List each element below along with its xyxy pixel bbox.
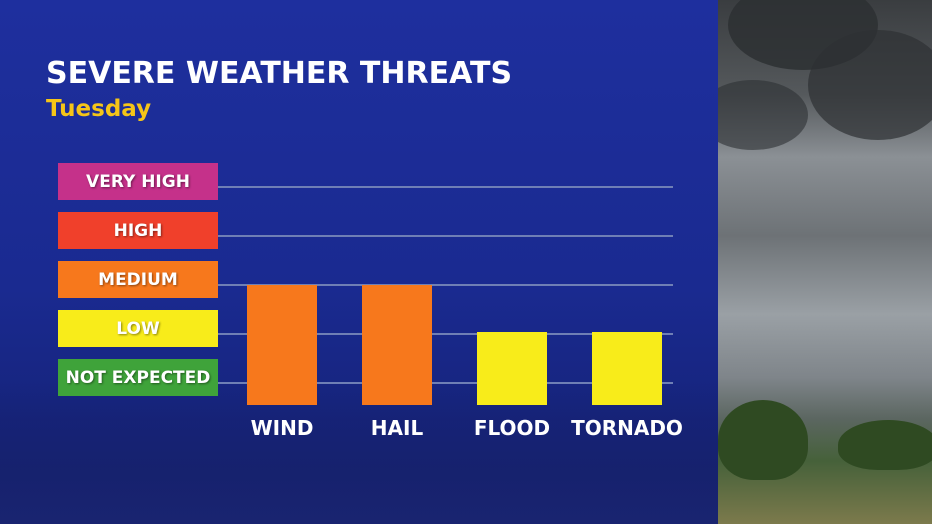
bar-tornado [592,332,662,405]
level-medium: MEDIUM [58,261,218,298]
level-not-expected: NOT EXPECTED [58,359,218,396]
bar-flood [477,332,547,405]
bar-wind [247,284,317,405]
gridline [218,382,673,384]
level-low: LOW [58,310,218,347]
gridline [218,284,673,286]
gridline [218,333,673,335]
level-very-high: VERY HIGH [58,163,218,200]
category-label-hail: HAIL [370,416,424,440]
gridline [218,235,673,237]
bar-hail [362,284,432,405]
gridline [218,186,673,188]
category-label-wind: WIND [250,416,314,440]
chart-subtitle: Tuesday [46,96,152,122]
storm-sky-photo [698,0,932,524]
chart-title: SEVERE WEATHER THREATS [46,56,513,91]
category-label-tornado: TORNADO [571,416,683,440]
level-high: HIGH [58,212,218,249]
category-label-flood: FLOOD [473,416,551,440]
